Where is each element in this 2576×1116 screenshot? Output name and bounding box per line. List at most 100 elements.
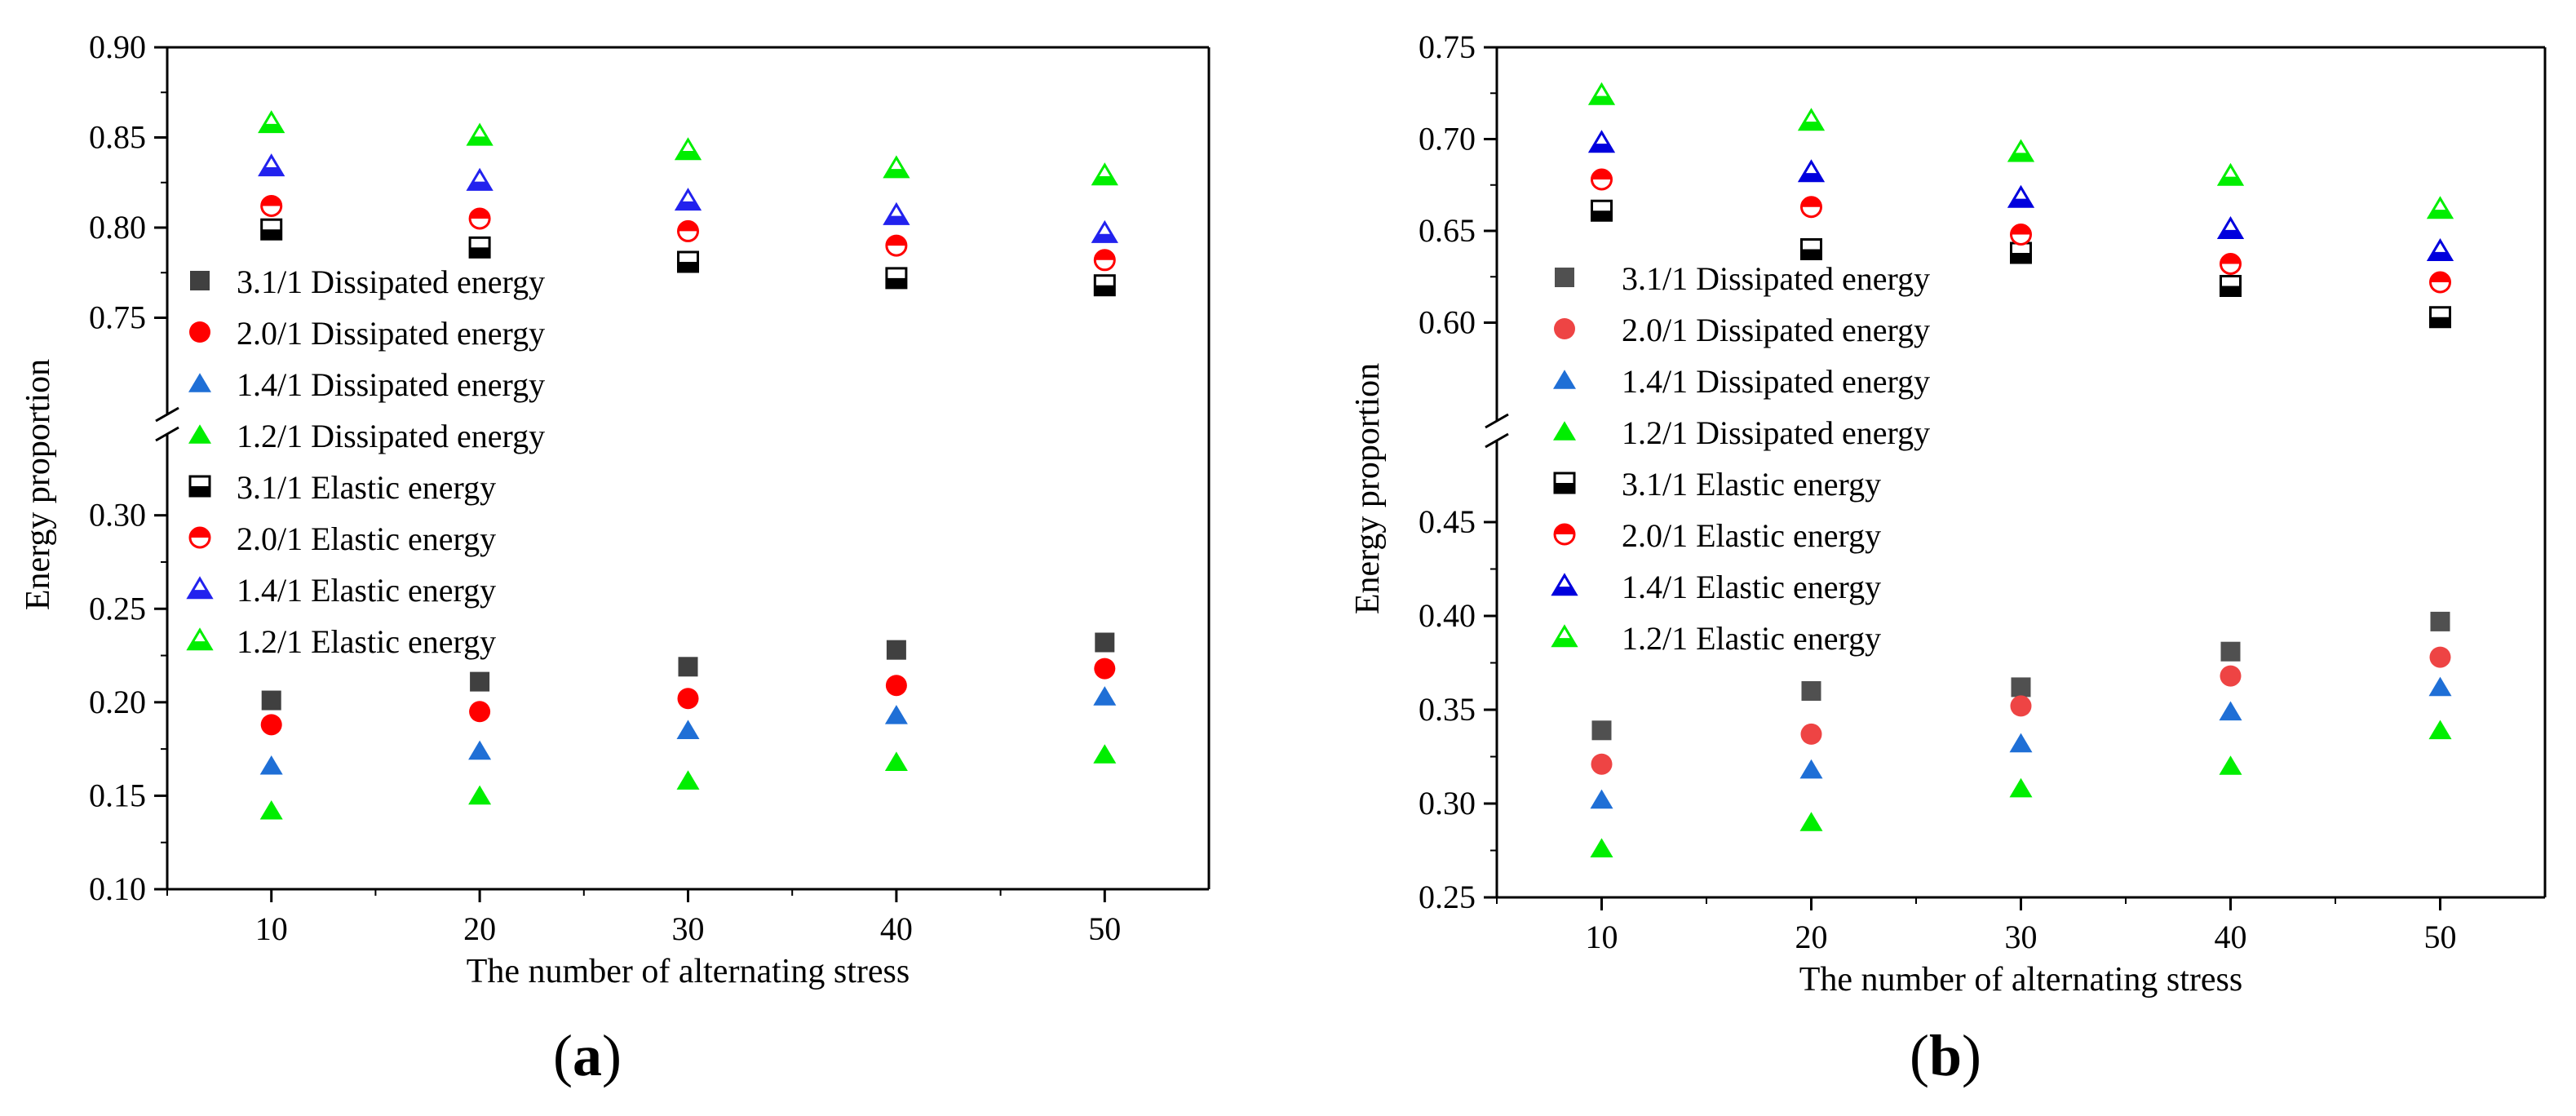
panel-b-data-point-shape <box>2430 611 2450 631</box>
panel-a-ytick-label: 0.20 <box>89 684 146 720</box>
panel-b-x-axis-title: The number of alternating stress <box>1799 961 2243 999</box>
panel-b-data-point <box>1801 681 1821 701</box>
panel-a-data-point-shape <box>468 740 492 760</box>
panel-b-data-point <box>1799 812 1823 831</box>
panel-b-data-point <box>1591 199 1613 222</box>
panel-a-data-point-shape <box>470 671 490 692</box>
panel-b-data-point-half <box>1799 122 1823 130</box>
panel-b-data-point-shape <box>1591 720 1612 741</box>
panel-b-data-point-half <box>2430 317 2450 327</box>
panel-a-data-point <box>677 219 699 242</box>
panel-a-data-point-half <box>1093 233 1117 242</box>
panel-a-data-point <box>260 714 282 736</box>
panel-a-legend-label: 1.4/1 Dissipated energy <box>237 366 545 403</box>
panel-a-data-point-half <box>468 181 492 190</box>
panel-a: 0.75 0.80 0.85 0.90 0.10 0.15 0.20 0.25 0.30 10 20… <box>20 29 1211 1088</box>
panel-b-data-point <box>1587 130 1616 153</box>
panel-a-data-point <box>469 701 491 723</box>
panel-a-axis-break-mark <box>155 406 179 423</box>
panel-b-ytick-label: 0.25 <box>1419 879 1476 915</box>
panel-a-data-point <box>676 720 700 740</box>
panel-b-data-point-shape <box>1800 723 1822 745</box>
panel-a-data-point-half <box>886 277 906 288</box>
panel-b-legend-marker-half <box>1553 638 1576 646</box>
panel-a-data-point <box>259 799 283 820</box>
panel-b-series-2 <box>1590 676 2452 809</box>
panel-b-data-point <box>2216 162 2245 186</box>
panel-b-data-point <box>2220 253 2242 275</box>
panel-b-data-point-half <box>2011 253 2031 263</box>
panel-b-data-point <box>2010 241 2032 264</box>
panel-a-data-point-shape <box>884 705 908 724</box>
panel-b-legend-marker-shape <box>1555 268 1574 287</box>
panel-b-data-point <box>2009 733 2033 753</box>
panel-b-data-point <box>1800 196 1822 219</box>
panel-a-data-point <box>1091 219 1118 243</box>
panel-a-legend-marker-shape <box>189 321 210 343</box>
panel-b-data-point-half <box>2220 286 2241 296</box>
panel-a-series-2 <box>259 686 1117 775</box>
panel-a-data-point <box>259 755 283 775</box>
panel-a-legend-marker-shape <box>188 424 211 444</box>
panel-b-data-point <box>2428 720 2452 740</box>
panel-a-data-point-half <box>1095 285 1115 295</box>
panel-b-data-point-half <box>2430 272 2450 282</box>
panel-b-data-point <box>2009 777 2033 798</box>
panel-b-data-point <box>2429 646 2451 668</box>
panel-b-data-point-shape <box>2429 646 2451 668</box>
panel-b-data-point <box>1799 759 1823 779</box>
panel-a-data-point-half <box>884 169 908 177</box>
panel-b-legend-marker <box>1551 624 1578 648</box>
panel-a-legend: 3.1/1 Dissipated energy 2.0/1 Dissipated … <box>186 264 545 660</box>
panel-a-label: (a) <box>553 1023 622 1088</box>
panel-b-ytick-label: 0.45 <box>1419 503 1476 540</box>
panel-a-legend-marker <box>189 321 210 343</box>
panel-a-data-point <box>468 236 491 259</box>
panel-b-ytick-label: 0.65 <box>1419 212 1476 249</box>
panel-a-data-point <box>883 155 910 179</box>
panel-a-legend-marker <box>190 271 210 290</box>
panel-b-data-point-half <box>2219 176 2242 185</box>
panel-b-data-point <box>2220 275 2242 297</box>
panel-a-series-5 <box>260 194 1116 272</box>
panel-a-series-0 <box>261 632 1115 711</box>
panel-a-xtick-label: 40 <box>880 910 913 947</box>
panel-b-axis-break-mark <box>1485 413 1509 429</box>
panel-b-data-point <box>1797 108 1826 131</box>
panel-b-data-point-half <box>1591 210 1612 221</box>
panel-a-data-point-shape <box>259 755 283 775</box>
panel-b-ytick-label: 0.60 <box>1419 304 1476 341</box>
panel-b-ytick-label: 0.70 <box>1419 121 1476 157</box>
panel-b-data-point-half <box>1801 197 1821 207</box>
panel-a-legend-marker-half <box>188 641 211 649</box>
panel-b-data-point <box>2007 139 2035 162</box>
panel-b-series-6 <box>1587 130 2454 262</box>
panel-b-data-point-half <box>2009 153 2033 162</box>
panel-a-legend-marker-half <box>190 528 210 538</box>
panel-b-series-3 <box>1590 720 2452 857</box>
panel-b-data-point-shape <box>1591 753 1613 775</box>
panel-a-data-point <box>261 690 281 711</box>
panel-a-data-point-shape <box>260 714 282 736</box>
panel-a-data-point-half <box>884 215 908 224</box>
panel-b-legend-marker-half <box>1553 587 1576 595</box>
panel-b-legend-label: 1.2/1 Elastic energy <box>1622 620 1881 657</box>
panel-b-data-point-half <box>2009 198 2033 207</box>
panel-a-data-point <box>885 234 908 257</box>
panel-a-axis-break-mark <box>155 426 179 442</box>
panel-b-data-point <box>2220 641 2241 662</box>
panel-a-legend-marker <box>186 576 214 600</box>
panel-a-data-point <box>884 751 908 771</box>
panel-a-series-1 <box>260 658 1116 736</box>
panel-b-xtick-label: 30 <box>2005 919 2038 955</box>
panel-a-xtick-label: 50 <box>1088 910 1121 947</box>
panel-a-ytick-label: 0.80 <box>89 209 146 246</box>
panel-a-ytick-label: 0.30 <box>89 497 146 534</box>
panel-b-data-point-shape <box>2009 777 2033 798</box>
panel-b-legend-marker <box>1555 268 1574 287</box>
panel-b-data-point-shape <box>2428 720 2452 740</box>
panel-b-data-point-shape <box>2219 701 2242 721</box>
panel-a-legend-marker <box>188 526 211 549</box>
panel-a-data-point <box>466 167 494 191</box>
panel-a-data-point-half <box>259 166 283 175</box>
